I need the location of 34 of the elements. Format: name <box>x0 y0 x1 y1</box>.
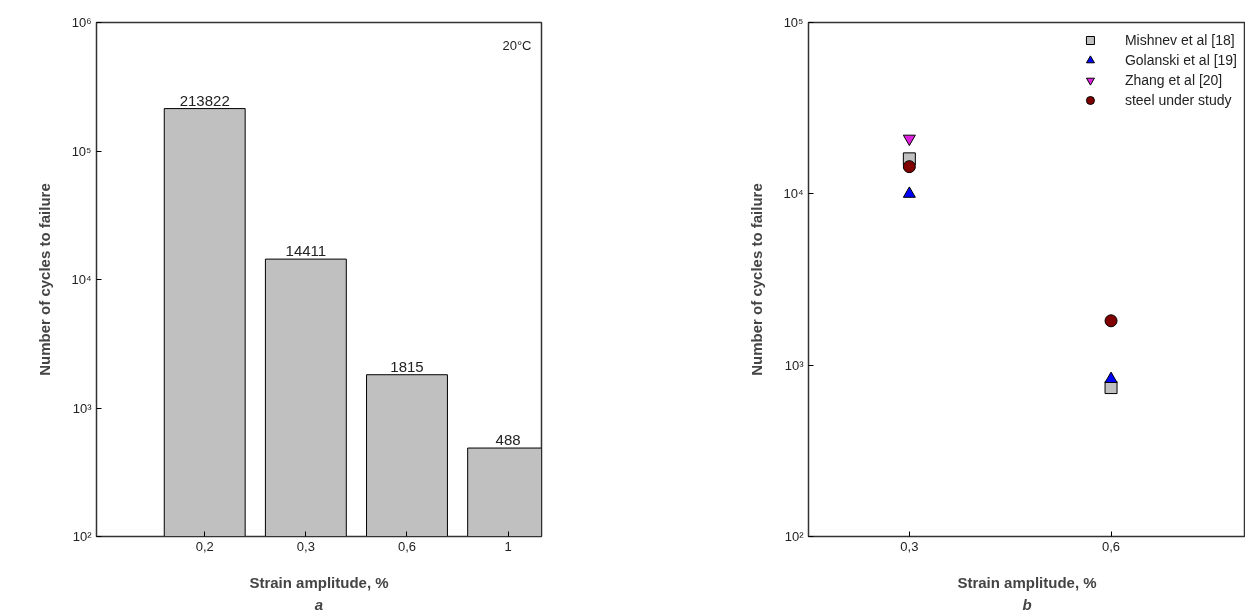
y-tick-label: 10⁴ <box>783 186 804 202</box>
x-tick-label: 0,3 <box>900 538 919 554</box>
legend-label: Golanski et al [19] <box>1124 52 1237 68</box>
y-tick-label: 10³ <box>784 357 805 373</box>
y-tick-label: 10⁵ <box>783 15 804 30</box>
y-axis-title: Number of cycles to failure <box>36 183 54 376</box>
x-axis-title: Strain amplitude, % <box>249 573 389 591</box>
x-tick-label: 0,3 <box>296 538 315 554</box>
y-axis-title: Number of cycles to failure <box>748 183 766 376</box>
point <box>1104 314 1118 328</box>
point <box>1104 381 1118 395</box>
annotation: 20°C <box>502 37 532 53</box>
x-tick-label: 0,6 <box>1102 538 1121 554</box>
x-axis-title: Strain amplitude, % <box>957 573 1097 591</box>
y-tick-label: 10⁶ <box>71 15 92 30</box>
data-label: 14411 <box>285 242 327 260</box>
data-label: 1815 <box>390 357 424 375</box>
y-tick-label: 10³ <box>72 400 93 416</box>
point <box>902 160 916 174</box>
y-tick-label: 10⁴ <box>71 272 92 287</box>
y-tick-label: 10² <box>72 529 93 544</box>
data-label: 213822 <box>179 91 230 109</box>
legend-label: Mishnev et al [18] <box>1124 32 1235 48</box>
point <box>902 134 916 147</box>
x-tick-label: 0,6 <box>397 538 417 554</box>
y-tick-label: 10⁵ <box>71 143 92 159</box>
y-tick-label: 10² <box>784 529 805 544</box>
data-label: 488 <box>495 431 521 449</box>
text: b <box>1022 595 1032 612</box>
text: a <box>314 595 324 612</box>
x-tick-label: 1 <box>504 538 512 554</box>
x-tick-label: 0,2 <box>195 538 214 554</box>
legend-label: Zhang et al [20] <box>1124 72 1223 88</box>
legend-label: steel under study <box>1124 92 1232 108</box>
